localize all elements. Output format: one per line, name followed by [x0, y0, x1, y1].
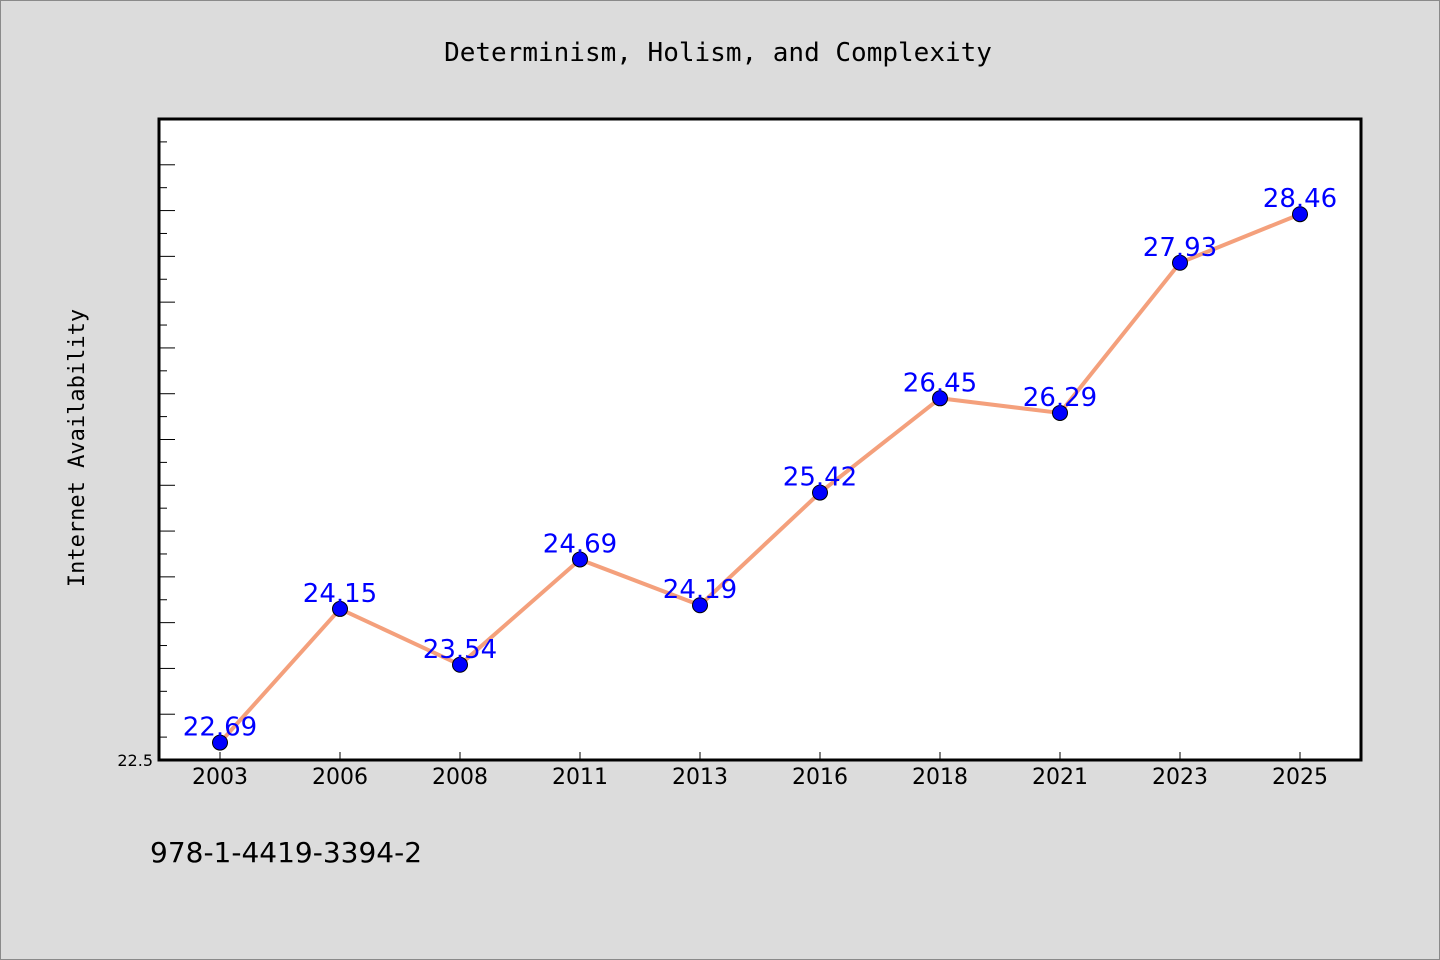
x-tick-label: 2018: [912, 765, 968, 790]
isbn-text: 978-1-4419-3394-2: [150, 836, 423, 869]
data-point: [812, 484, 828, 501]
data-point: [572, 551, 588, 568]
series-line: [218, 212, 1302, 745]
x-axis-ticks: 2003 2006 2008 2011 2013 2016 2018 2021 2023 2025: [192, 752, 1328, 790]
x-tick-label: 2008: [432, 765, 488, 790]
series-layer: [212, 206, 1308, 751]
data-point: [932, 390, 948, 407]
chart-title: Determinism, Holism, and Complexity: [444, 38, 992, 68]
data-point: [212, 734, 228, 751]
y-tick-label: 22.5: [117, 751, 153, 770]
data-point: [1172, 254, 1188, 271]
data-point: [452, 656, 468, 673]
x-tick-label: 2023: [1152, 765, 1208, 790]
data-label: 22.69: [183, 713, 257, 743]
data-point: [1292, 206, 1308, 223]
x-tick-label: 2006: [312, 765, 368, 790]
x-tick-label: 2003: [192, 765, 248, 790]
x-tick-label: 2016: [792, 765, 848, 790]
data-label: 24.69: [543, 529, 617, 559]
data-point: [692, 597, 708, 614]
plot-area: [157, 117, 1363, 762]
data-labels-layer: 22.69 24.15 23.54 24.69 24.19 25.42 26.45 26.29…: [183, 184, 1337, 742]
x-tick-label: 2011: [552, 765, 608, 790]
data-label: 24.19: [663, 575, 737, 605]
data-point: [332, 600, 348, 617]
data-label: 26.45: [903, 368, 977, 398]
data-label: 27.93: [1143, 233, 1217, 263]
y-axis-label: Internet Availability: [65, 309, 90, 587]
data-label: 24.15: [303, 579, 377, 609]
x-tick-label: 2025: [1272, 765, 1328, 790]
data-label: 26.29: [1023, 383, 1097, 413]
data-label: 28.46: [1263, 184, 1337, 214]
data-point: [1052, 404, 1068, 421]
data-label: 25.42: [783, 463, 857, 493]
y-axis-ticks: 22.5: [117, 118, 175, 770]
data-label: 23.54: [423, 635, 497, 665]
x-tick-label: 2021: [1032, 765, 1088, 790]
x-tick-label: 2013: [672, 765, 728, 790]
